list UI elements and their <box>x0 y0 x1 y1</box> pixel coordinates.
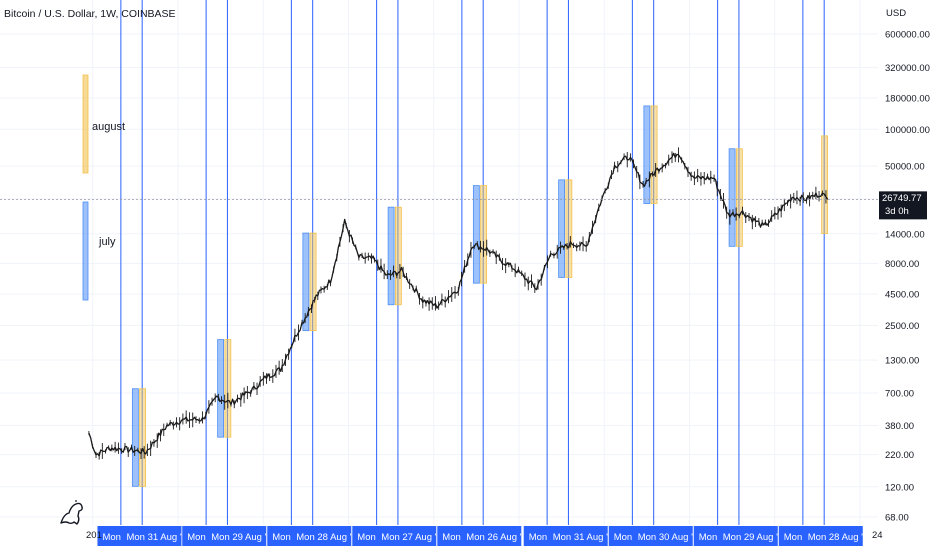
month-legend <box>82 74 89 301</box>
july-band <box>131 388 139 487</box>
august-band <box>735 148 743 247</box>
august-band <box>821 135 829 234</box>
date-tag-bg <box>437 526 472 546</box>
seasonal-bands <box>131 105 829 487</box>
date-tag-first: Mon <box>102 532 120 543</box>
july-band <box>472 185 480 284</box>
y-tick-label: 1300.00 <box>885 356 919 367</box>
date-tag-bg <box>719 526 778 546</box>
y-tick-label: 2500.00 <box>885 321 919 332</box>
date-tag-bg <box>182 526 217 546</box>
legend-july-swatch <box>82 201 89 301</box>
date-tag-first: Mon <box>699 532 717 543</box>
y-tick-label: 380.00 <box>885 421 914 432</box>
date-tag-first: Mon <box>272 532 290 543</box>
last-price-countdown: 3d 0h <box>885 206 909 217</box>
y-tick-label: 180000.00 <box>885 94 930 105</box>
date-tag-bg <box>123 526 182 546</box>
july-band <box>558 179 566 278</box>
july-band <box>302 232 310 332</box>
august-band <box>394 206 402 306</box>
month-marker-lines <box>120 0 825 525</box>
grid-lines <box>0 0 878 525</box>
date-tag-first: Mon <box>614 532 632 543</box>
date-tag-label: Mon 27 Aug '18 <box>381 532 447 543</box>
august-band <box>480 185 488 284</box>
currency-label: USD <box>886 8 907 19</box>
time-axis-right-edge: 24 <box>872 530 883 541</box>
y-tick-label: 50000.00 <box>885 162 925 173</box>
date-tag-first: Mon <box>187 532 205 543</box>
date-tag-bg <box>378 526 437 546</box>
last-price-value: 26749.77 <box>882 193 922 204</box>
date-tag-bg <box>693 526 728 546</box>
date-tag-bg <box>208 526 267 546</box>
date-tag-first: Mon <box>784 532 802 543</box>
august-band <box>139 388 147 487</box>
time-axis-left-edge: 201 <box>86 530 102 541</box>
chart-title: Bitcoin / U.S. Dollar, 1W, COINBASE <box>4 8 176 20</box>
last-price-tag <box>879 191 927 220</box>
date-tag-label: Mon 28 Aug '23 <box>808 532 874 543</box>
date-tag-label: Mon 31 Aug '15 <box>126 532 192 543</box>
august-band <box>309 232 317 332</box>
date-tag-bg <box>352 526 387 546</box>
price-series <box>88 147 829 460</box>
legend-august-swatch <box>82 74 89 174</box>
date-tag-label: Mon 30 Aug '21 <box>638 532 704 543</box>
date-tag-bg <box>608 526 643 546</box>
y-tick-label: 120.00 <box>885 482 914 493</box>
july-band <box>217 339 225 438</box>
date-tag-bg <box>293 526 352 546</box>
y-tick-label: 14000.00 <box>885 229 925 240</box>
date-tag-first: Mon <box>529 532 547 543</box>
y-tick-label: 320000.00 <box>885 63 930 74</box>
date-tag-label: Mon 28 Aug '17 <box>296 532 362 543</box>
y-tick-label: 4500.00 <box>885 290 919 301</box>
date-tag-bg <box>463 526 522 546</box>
y-tick-label: 700.00 <box>885 389 914 400</box>
price-axis: 68.00 120.00 220.00 380.00 700.00 1300.00 2500… <box>885 30 930 524</box>
date-tag-bg <box>97 526 132 546</box>
date-tag-first: Mon <box>357 532 375 543</box>
y-tick-label: 8000.00 <box>885 259 919 270</box>
date-tag-label: Mon 31 Aug '20 <box>553 532 619 543</box>
y-tick-label: 600000.00 <box>885 30 930 41</box>
date-tag-bg <box>778 526 813 546</box>
august-band <box>650 105 658 204</box>
date-tag-label: Mon 29 Aug '16 <box>211 532 277 543</box>
august-band <box>565 179 573 278</box>
date-tag-label: Mon 29 Aug '22 <box>723 532 789 543</box>
date-tag-bg <box>804 526 863 546</box>
y-tick-label: 68.00 <box>885 513 909 524</box>
date-tag-bg <box>549 526 608 546</box>
date-tag-first: Mon <box>442 532 460 543</box>
tradingview-logo-icon <box>60 500 83 525</box>
july-band <box>643 105 651 204</box>
date-tag-bg <box>267 526 302 546</box>
legend-august-label: august <box>92 121 126 133</box>
date-tag-bg <box>523 526 558 546</box>
august-band <box>224 339 232 438</box>
date-tag-bg <box>634 526 693 546</box>
july-band <box>728 148 736 247</box>
y-tick-label: 100000.00 <box>885 125 930 136</box>
july-band <box>387 206 395 306</box>
legend-july-label: july <box>99 236 116 248</box>
y-tick-label: 220.00 <box>885 450 914 461</box>
date-tag-label: Mon 26 Aug '19 <box>466 532 532 543</box>
